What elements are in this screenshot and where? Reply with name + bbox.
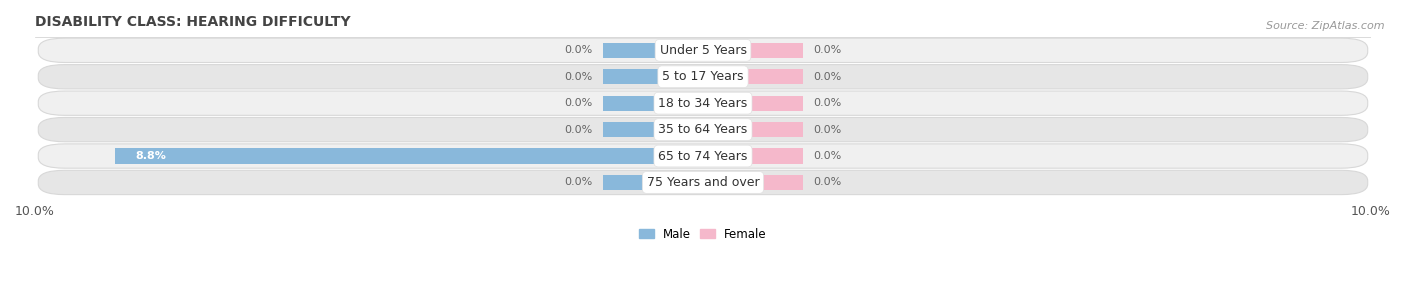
Bar bbox=[603, 95, 703, 111]
Text: 0.0%: 0.0% bbox=[565, 125, 593, 135]
Text: 0.0%: 0.0% bbox=[813, 151, 841, 161]
Bar bbox=[603, 43, 703, 58]
Text: 0.0%: 0.0% bbox=[813, 178, 841, 188]
Bar bbox=[603, 175, 703, 190]
Bar bbox=[703, 148, 803, 164]
Bar bbox=[703, 43, 803, 58]
Text: 65 to 74 Years: 65 to 74 Years bbox=[658, 150, 748, 163]
FancyBboxPatch shape bbox=[38, 144, 1368, 168]
Legend: Male, Female: Male, Female bbox=[640, 227, 766, 240]
FancyBboxPatch shape bbox=[38, 91, 1368, 115]
Bar bbox=[603, 69, 703, 85]
Text: 0.0%: 0.0% bbox=[813, 125, 841, 135]
Text: 0.0%: 0.0% bbox=[813, 45, 841, 55]
FancyBboxPatch shape bbox=[38, 117, 1368, 142]
Text: 0.0%: 0.0% bbox=[565, 72, 593, 82]
Text: 18 to 34 Years: 18 to 34 Years bbox=[658, 97, 748, 110]
Bar bbox=[703, 69, 803, 85]
FancyBboxPatch shape bbox=[38, 170, 1368, 195]
Text: DISABILITY CLASS: HEARING DIFFICULTY: DISABILITY CLASS: HEARING DIFFICULTY bbox=[35, 15, 350, 29]
Text: 75 Years and over: 75 Years and over bbox=[647, 176, 759, 189]
Text: 0.0%: 0.0% bbox=[565, 178, 593, 188]
Text: Under 5 Years: Under 5 Years bbox=[659, 44, 747, 57]
Bar bbox=[703, 95, 803, 111]
Text: Source: ZipAtlas.com: Source: ZipAtlas.com bbox=[1267, 21, 1385, 31]
Text: 0.0%: 0.0% bbox=[565, 98, 593, 108]
FancyBboxPatch shape bbox=[38, 64, 1368, 89]
Bar bbox=[703, 122, 803, 137]
Text: 35 to 64 Years: 35 to 64 Years bbox=[658, 123, 748, 136]
FancyBboxPatch shape bbox=[38, 38, 1368, 63]
Bar bbox=[115, 148, 703, 164]
Text: 5 to 17 Years: 5 to 17 Years bbox=[662, 70, 744, 83]
Text: 8.8%: 8.8% bbox=[135, 151, 166, 161]
Text: 0.0%: 0.0% bbox=[565, 45, 593, 55]
Bar bbox=[603, 122, 703, 137]
Bar bbox=[703, 175, 803, 190]
Text: 0.0%: 0.0% bbox=[813, 72, 841, 82]
Text: 0.0%: 0.0% bbox=[813, 98, 841, 108]
